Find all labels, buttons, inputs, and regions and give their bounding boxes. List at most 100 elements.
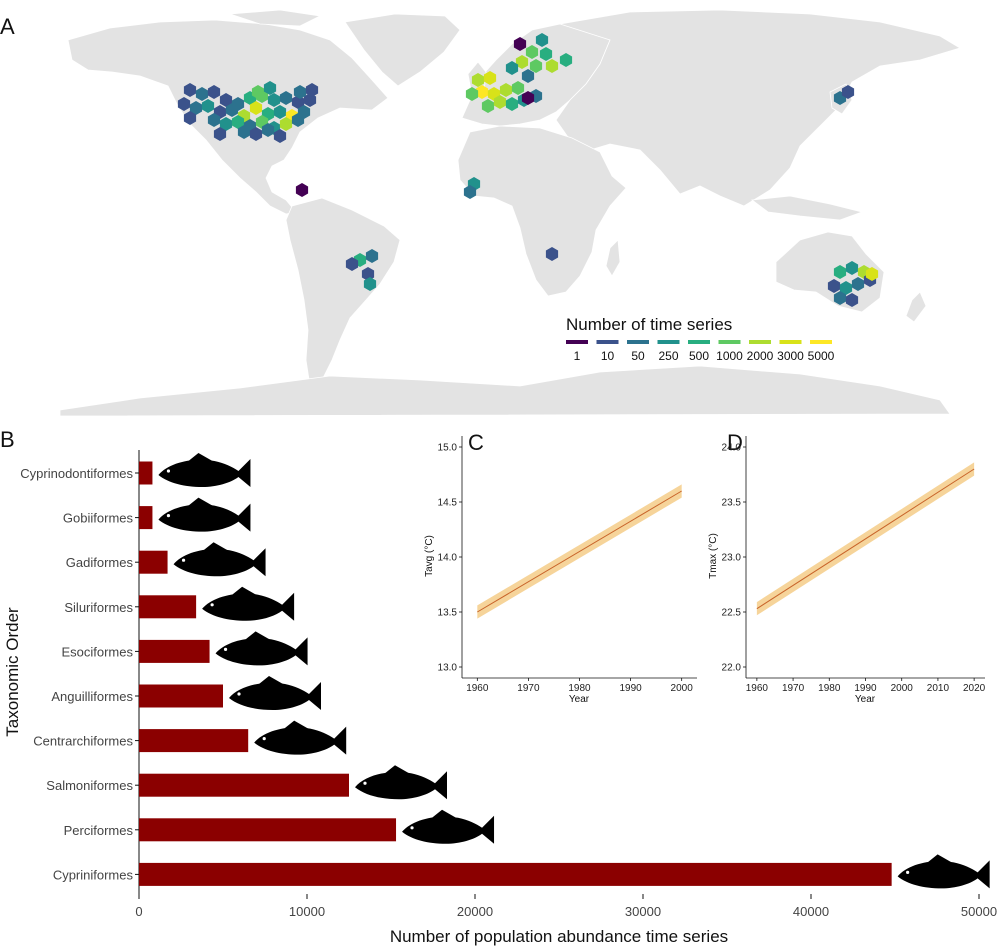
legend-swatch <box>749 340 771 344</box>
x-tick-label: 1990 <box>854 683 877 694</box>
hexbin-layer <box>177 33 879 307</box>
hexbin-cell <box>833 265 847 279</box>
hexbin-cell <box>305 83 319 97</box>
hexbin-cell <box>833 291 847 305</box>
fish-silhouette <box>158 453 251 487</box>
x-tick-label: 2020 <box>963 683 986 694</box>
hexbin-cell <box>183 83 197 97</box>
hexbin-cell <box>521 91 535 105</box>
hexbin-cell <box>207 85 221 99</box>
bar-gadiformes <box>139 550 168 574</box>
bar-centrarchiformes <box>139 729 249 753</box>
bar-x-tick-label: 10000 <box>289 904 325 919</box>
bar-x-tick-label: 20000 <box>457 904 493 919</box>
hexbin-cell <box>545 59 559 73</box>
bar-category-label: Gadiformes <box>66 555 134 570</box>
hexbin-cell <box>261 123 275 137</box>
hexbin-cell <box>481 99 495 113</box>
hexbin-cell <box>505 61 519 75</box>
y-tick-label: 23.5 <box>722 498 742 509</box>
hexbin-cell <box>511 81 525 95</box>
hexbin-cell <box>505 97 519 111</box>
hexbin-cell <box>471 73 485 87</box>
arctic-islands <box>229 9 322 27</box>
hexbin-cell <box>465 87 479 101</box>
x-tick-label: 2000 <box>891 683 914 694</box>
legend-swatch <box>779 340 802 344</box>
bar-x-tick-label: 30000 <box>625 904 661 919</box>
x-tick-label: 1980 <box>818 683 841 694</box>
legend-swatch <box>718 340 741 344</box>
hexbin-cell <box>515 55 529 69</box>
island-new-zealand <box>905 291 927 323</box>
islands-southeast-asia <box>750 195 864 221</box>
fish-silhouette <box>402 809 495 844</box>
fish-silhouette <box>229 676 321 710</box>
fish-silhouette <box>897 854 990 889</box>
y-tick-label: 13.0 <box>438 663 458 674</box>
hexbin-cell <box>183 111 197 125</box>
tavg-trend-line <box>477 490 682 613</box>
fish-silhouettes <box>158 453 990 889</box>
legend-keys: 1 10 50 250 500 1000 2000 3000 5000 <box>566 340 835 363</box>
legend-label: 250 <box>658 349 678 363</box>
hexbin-cell <box>293 85 307 99</box>
map-legend: Number of time series 1 10 50 250 500 1000 200… <box>566 315 835 363</box>
y-tick-label: 14.5 <box>438 498 458 509</box>
bar-category-label: Cyprinodontiformes <box>20 466 133 481</box>
hexbin-cell <box>363 277 377 291</box>
continent-antarctica <box>59 365 951 417</box>
bar-siluriformes <box>139 595 197 619</box>
y-tick-label: 22.0 <box>722 663 742 674</box>
hexbin-cell <box>279 91 293 105</box>
tmax-x-axis-title: Year <box>855 694 876 705</box>
tavg-y-axis-title: Tavg (°C) <box>424 535 435 577</box>
hexbin-cell <box>827 279 841 293</box>
bar-esociformes <box>139 639 210 663</box>
bar-category-label: Perciformes <box>64 823 134 838</box>
bar-category-label: Gobiiformes <box>63 511 134 526</box>
bar-anguilliformes <box>139 684 223 708</box>
hexbin-cell <box>207 113 221 127</box>
continent-asia <box>555 9 961 207</box>
hexbin-cell <box>201 99 215 113</box>
hexbin-cell <box>493 95 507 109</box>
hexbin-cell <box>499 83 513 97</box>
hexbin-cell <box>851 277 865 291</box>
tmax-y-axis-title: Tmax (°C) <box>708 533 719 579</box>
hexbin-cell <box>545 247 559 261</box>
tavg-x-ticks: 1960 1970 1980 1990 2000 <box>466 678 693 694</box>
bar-category-label: Cypriniformes <box>53 867 134 882</box>
tavg-x-axis-title: Year <box>569 694 590 705</box>
bar-x-tick-label: 40000 <box>793 904 829 919</box>
x-tick-label: 1960 <box>466 683 489 694</box>
hexbin-cell <box>291 95 305 109</box>
legend-label: 500 <box>689 349 709 363</box>
hexbin-cell <box>345 257 359 271</box>
continent-north-america <box>67 19 389 215</box>
legend-title: Number of time series <box>566 315 732 334</box>
bar-category-label: Anguilliformes <box>51 689 133 704</box>
bar-x-tick-label: 50000 <box>961 904 997 919</box>
x-tick-label: 2010 <box>927 683 950 694</box>
hexbin-cell <box>273 105 287 119</box>
legend-label: 2000 <box>747 349 774 363</box>
hexbin-cell <box>559 53 573 67</box>
hexbin-cell <box>841 85 855 99</box>
world-map <box>59 9 961 417</box>
bar-chart: Cyprinodontiformes Gobiiformes Gadiformes S… <box>3 450 997 946</box>
hexbin-cell <box>279 117 293 131</box>
legend-swatch <box>688 340 710 344</box>
tmax-y-ticks: 22.0 22.5 23.0 23.5 24.0 <box>722 443 746 674</box>
hexbin-cell <box>249 127 263 141</box>
fish-silhouette <box>254 720 347 755</box>
legend-label: 3000 <box>777 349 804 363</box>
continent-africa <box>457 125 627 297</box>
legend-swatch <box>627 340 649 344</box>
y-tick-label: 23.0 <box>722 553 742 564</box>
y-tick-label: 22.5 <box>722 608 742 619</box>
x-tick-label: 1970 <box>782 683 805 694</box>
fish-silhouette <box>202 586 295 621</box>
hexbin-cell <box>361 267 375 281</box>
